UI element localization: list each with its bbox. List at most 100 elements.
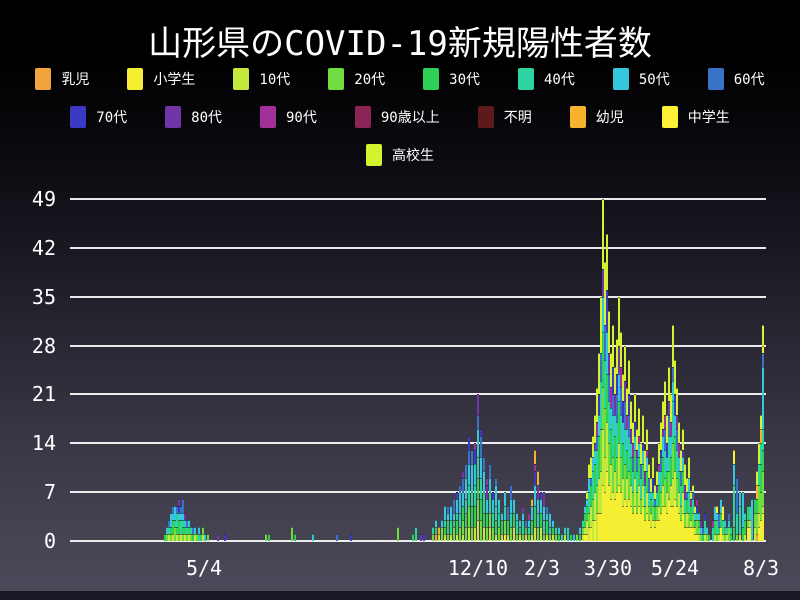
legend-item-11: 90歳以上 <box>354 106 440 128</box>
legend-item-12: 不明 <box>477 106 532 128</box>
bar-segment <box>598 436 600 479</box>
bar-segment <box>716 513 718 521</box>
bar-segment <box>736 534 738 541</box>
bar-segment <box>531 534 533 541</box>
bar-segment <box>662 506 664 541</box>
bar-segment <box>678 471 680 493</box>
stacked-bar <box>622 373 624 541</box>
bar-segment <box>606 373 608 423</box>
stacked-bar <box>483 457 485 541</box>
stacked-bar <box>648 464 650 541</box>
bar-segment <box>690 499 692 507</box>
bar-segment <box>684 485 686 500</box>
bar-segment <box>543 492 545 507</box>
bar-segment <box>724 520 726 528</box>
bar-segment <box>694 513 696 521</box>
bar-segment <box>184 534 186 541</box>
bar-segment <box>579 527 581 535</box>
bar-segment <box>630 429 632 444</box>
stacked-bar <box>654 485 656 541</box>
bar-segment <box>698 534 700 541</box>
stacked-bar <box>265 534 267 541</box>
bar-segment <box>200 534 202 541</box>
bar-segment <box>716 520 718 535</box>
bar-segment <box>477 457 479 479</box>
bar-segment <box>642 415 644 444</box>
bar-segment <box>762 352 764 367</box>
stacked-bar <box>513 499 515 541</box>
bar-segment <box>668 436 670 472</box>
y-tick-label-49: 49 <box>31 187 56 211</box>
bar-segment <box>733 485 735 528</box>
bar-segment <box>604 492 606 541</box>
legend-swatch-icon <box>70 106 87 128</box>
bar-segment <box>182 527 184 535</box>
bar-segment <box>606 471 608 541</box>
bar-segment <box>608 401 610 444</box>
stacked-bar <box>528 513 530 541</box>
bar-segment <box>519 527 521 535</box>
bar-segment <box>642 450 644 465</box>
legend-swatch-icon <box>366 144 382 166</box>
bar-segment <box>654 527 656 541</box>
bar-segment <box>708 534 710 541</box>
stacked-bar <box>632 422 634 541</box>
bar-segment <box>456 492 458 500</box>
bar-segment <box>749 527 751 541</box>
bar-segment <box>620 457 622 493</box>
bar-segment <box>762 513 764 541</box>
bar-segment <box>525 520 527 528</box>
bar-segment <box>676 387 678 416</box>
bar-segment <box>722 520 724 535</box>
bar-segment <box>602 485 604 541</box>
bar-segment <box>192 534 194 541</box>
bar-segment <box>616 457 618 493</box>
bar-segment <box>590 478 592 486</box>
stacked-bar <box>684 464 686 541</box>
bar-segment <box>650 527 652 541</box>
bar-segment <box>758 527 760 541</box>
stacked-bar <box>453 499 455 541</box>
bar-segment <box>596 485 598 514</box>
bar-segment <box>660 422 662 451</box>
bar-segment <box>668 499 670 541</box>
bar-segment <box>620 331 622 367</box>
bar-segment <box>634 506 636 541</box>
legend-item-9: 80代 <box>165 106 222 128</box>
bar-segment <box>686 492 688 500</box>
bar-segment <box>664 415 666 430</box>
bar-segment <box>612 492 614 541</box>
stacked-bar <box>718 513 720 541</box>
bar-segment <box>164 534 166 541</box>
stacked-bar <box>507 506 509 541</box>
bar-segment <box>742 492 744 528</box>
bar-segment <box>751 499 753 541</box>
bar-segment <box>620 415 622 458</box>
bar-segment <box>704 534 706 541</box>
legend: 乳児 小学生 10代 20代 30代 40代 50代 60代 70代 80代 90代 90歳以上 不明 幼… <box>0 64 800 178</box>
bar-segment <box>634 394 636 423</box>
bar-segment <box>531 499 533 507</box>
bar-segment <box>702 534 704 541</box>
bar-segment <box>531 506 533 521</box>
stacked-bar <box>662 401 664 541</box>
bar-segment <box>730 534 732 541</box>
legend-label: 70代 <box>96 110 128 126</box>
stacked-bar <box>756 471 758 541</box>
bar-segment <box>628 394 630 416</box>
bar-segment <box>660 450 662 458</box>
bar-segment <box>618 296 620 346</box>
bar-segment <box>630 485 632 507</box>
bar-segment <box>670 394 672 423</box>
bar-segment <box>682 492 684 514</box>
bar-segment <box>632 492 634 514</box>
bar-segment <box>638 443 640 458</box>
bar-segment <box>549 527 551 535</box>
bar-segment <box>694 520 696 528</box>
bar-segment <box>552 534 554 541</box>
bar-segment <box>626 450 628 479</box>
stacked-bar <box>217 534 219 541</box>
chart-title: 山形県のCOVID-19新規陽性者数 <box>148 24 652 64</box>
bar-segment <box>507 534 509 541</box>
bar-segment <box>614 415 616 437</box>
